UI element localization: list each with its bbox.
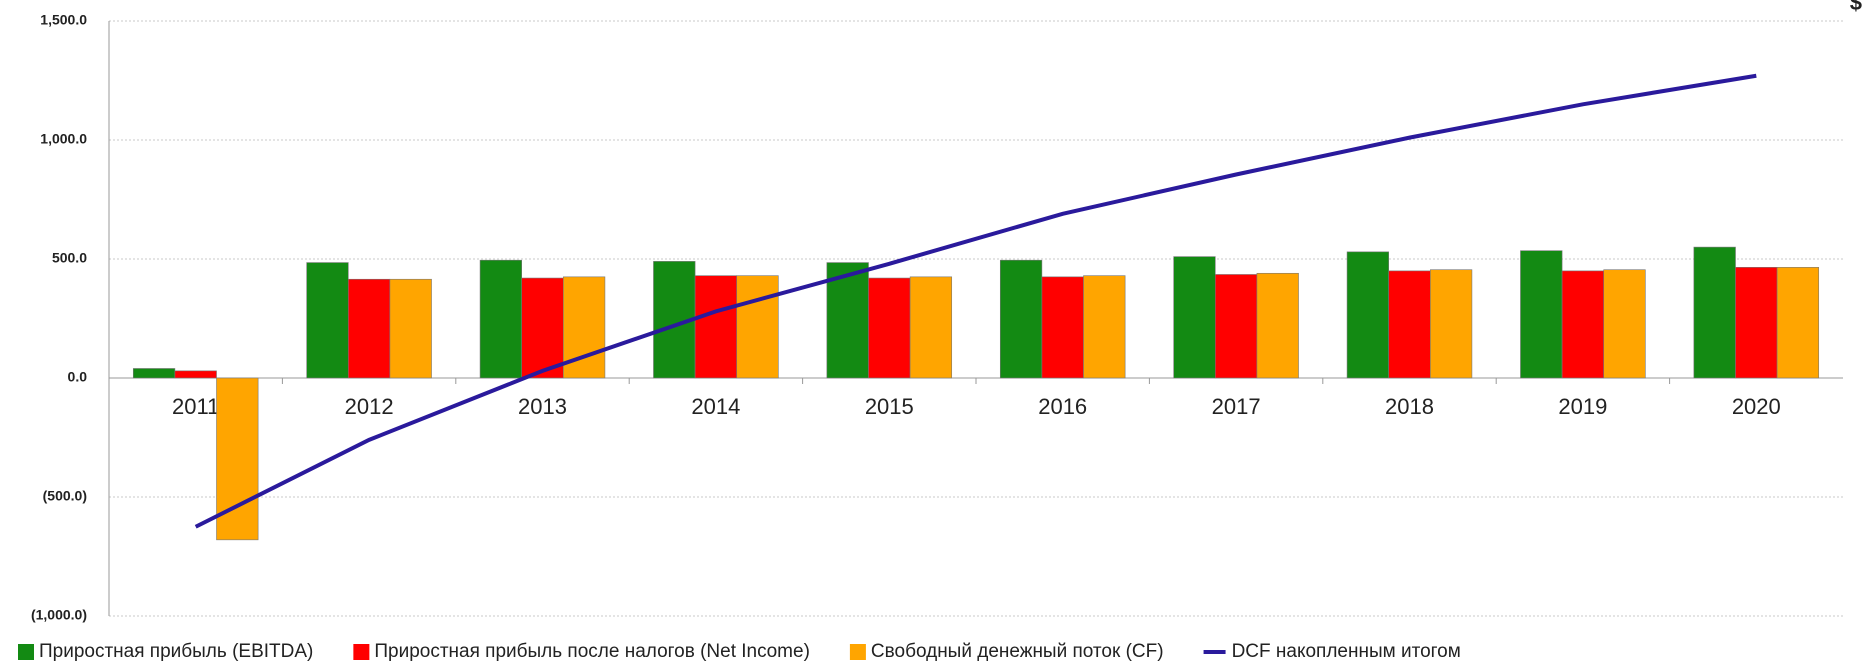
x-tick-label: 2020 (1732, 394, 1781, 419)
bar (1256, 272, 1299, 379)
y-tick-label: 1,000.0 (40, 131, 87, 147)
y-tick-label: 500.0 (52, 250, 87, 266)
x-tick-label: 2016 (1038, 394, 1087, 419)
bar (306, 262, 349, 379)
bar (389, 278, 432, 379)
bar (1430, 269, 1473, 379)
y-tick-label: (1,000.0) (31, 607, 87, 623)
x-tick-label: 2013 (518, 394, 567, 419)
legend-label: Приростная прибыль (EBITDA) (39, 641, 313, 662)
bar (1214, 274, 1258, 379)
x-tick-label: 2012 (345, 394, 394, 419)
bar (1693, 246, 1736, 379)
y-tick-label: 1,500.0 (40, 12, 87, 28)
x-tick-label: 2019 (1558, 394, 1607, 419)
bar (1561, 270, 1605, 379)
x-tick-label: 2017 (1212, 394, 1261, 419)
bar (479, 259, 522, 379)
bar (868, 277, 911, 379)
bar (1041, 276, 1084, 379)
bar (1776, 267, 1820, 379)
legend-swatch (353, 644, 370, 660)
legend-label: Приростная прибыль после налогов (Net In… (374, 641, 810, 662)
bar (132, 368, 176, 379)
y-tick-label: (500.0) (43, 488, 87, 504)
legend-label: Свободный денежный поток (CF) (871, 641, 1164, 662)
bar (347, 278, 391, 379)
bar (1520, 250, 1563, 379)
bar (909, 276, 953, 379)
bar (999, 259, 1043, 379)
legend-label: DCF накопленным итогом (1232, 641, 1461, 662)
bar (694, 275, 738, 379)
x-tick-label: 2011 (172, 394, 219, 419)
bar (826, 262, 869, 379)
bar (1173, 256, 1216, 379)
x-tick-label: 2014 (691, 394, 740, 419)
bar (1388, 270, 1431, 379)
x-tick-label: 2018 (1385, 394, 1434, 419)
bar (1735, 267, 1778, 379)
bar (1083, 275, 1126, 379)
legend-swatch (849, 644, 866, 660)
bar (1346, 251, 1389, 379)
y-tick-label: 0.0 (68, 369, 88, 385)
bar (1603, 269, 1646, 379)
line (194, 73, 1757, 529)
legend-swatch (18, 644, 34, 660)
unit-label: $ (1850, 0, 1862, 15)
x-tick-label: 2015 (865, 394, 914, 419)
bar (521, 277, 564, 379)
bar (174, 370, 217, 379)
bar (736, 275, 779, 379)
bar (216, 377, 259, 541)
